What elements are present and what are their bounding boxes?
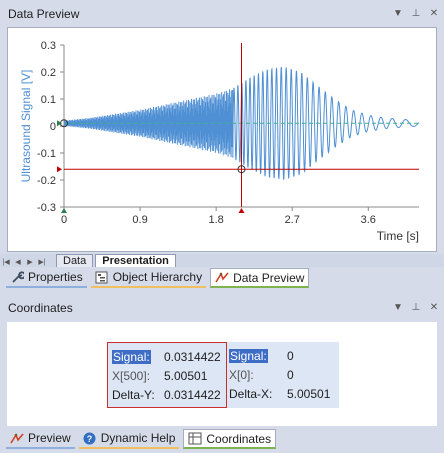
coordinates-header: Coordinates ▼ ⊥ ✕	[0, 296, 444, 320]
delta-x-label: Delta-X:	[229, 387, 273, 401]
tab-coordinates[interactable]: Coordinates	[183, 429, 277, 449]
tab-object-hierarchy[interactable]: Object Hierarchy	[90, 268, 207, 288]
y-tick-label: 0	[50, 121, 56, 133]
tab-properties-label: Properties	[28, 270, 83, 284]
reference-x-marker	[61, 208, 67, 213]
cursor-signal-label: Signal:	[112, 350, 151, 364]
hierarchy-icon	[95, 270, 109, 284]
close-icon[interactable]: ✕	[429, 301, 439, 313]
tab-preview-label: Preview	[28, 431, 71, 445]
ref-signal-label: Signal:	[229, 349, 268, 363]
delta-x-value: 5.00501	[287, 387, 331, 401]
x-axis-label: Time [s]	[377, 229, 419, 243]
x-tick-label: 0.9	[132, 214, 147, 226]
cursor-marker	[237, 165, 246, 174]
dropdown-icon[interactable]: ▼	[393, 7, 403, 19]
reference-coordinates: Signal: 0 X[0]: 0 Delta-X: 5.00501	[225, 342, 339, 408]
y-tick-label: -0.1	[37, 148, 56, 160]
next-sheet-icon[interactable]: ▶	[27, 258, 33, 266]
sheet-tab-bar: |◀ ◀ ▶ ▶| Data Presentation	[0, 254, 444, 268]
tab-preview[interactable]: Preview	[6, 429, 75, 449]
tab-coordinates-label: Coordinates	[206, 431, 272, 446]
y-tick-label: -0.2	[37, 175, 56, 187]
bottom-tab-strip: Preview ? Dynamic Help Coordinates	[0, 428, 444, 450]
tab-dynamic-help-label: Dynamic Help	[100, 431, 176, 445]
help-icon: ?	[83, 431, 97, 445]
delta-y-label: Delta-Y:	[112, 388, 155, 402]
x-tick-label: 1.8	[208, 214, 223, 226]
tab-object-hierarchy-label: Object Hierarchy	[112, 270, 203, 284]
dropdown-icon[interactable]: ▼	[393, 301, 403, 313]
first-sheet-icon[interactable]: |◀	[2, 258, 10, 266]
y-tick-label: 0.2	[41, 67, 56, 79]
tab-dynamic-help[interactable]: ? Dynamic Help	[78, 429, 180, 449]
pin-icon[interactable]: ⊥	[411, 7, 421, 19]
cursor-coordinates: Signal: 0.0314422 X[500]: 5.00501 Delta-Y:…	[107, 342, 227, 408]
last-sheet-icon[interactable]: ▶|	[38, 258, 46, 266]
tab-data-preview[interactable]: Data Preview	[210, 268, 310, 288]
plot-area[interactable]: 0.3 0.2 0.1 0 -0.1 -0.2 -0.3 0 0.9 1.8 2.7 3.6 Time …	[7, 27, 437, 252]
sheet-tab-presentation[interactable]: Presentation	[95, 254, 176, 268]
pin-icon[interactable]: ⊥	[411, 301, 421, 313]
preview-icon	[10, 431, 24, 445]
coordinates-title: Coordinates	[8, 301, 73, 315]
data-preview-header: Data Preview ▼ ⊥ ✕	[0, 2, 444, 26]
top-tab-strip: Properties Object Hierarchy Data Preview	[0, 267, 444, 289]
y-tick-label: -0.3	[37, 202, 56, 214]
ref-x-label: X[0]:	[229, 368, 254, 382]
cursor-x-value: 5.00501	[164, 369, 208, 383]
x-tick-label: 3.6	[361, 214, 376, 226]
prev-sheet-icon[interactable]: ◀	[15, 258, 21, 266]
close-icon[interactable]: ✕	[429, 7, 439, 19]
tab-data-preview-label: Data Preview	[233, 270, 305, 285]
preview-icon	[215, 271, 229, 285]
coordinates-panel: Signal: 0 X[0]: 0 Delta-X: 5.00501 Signal: 0…	[7, 322, 437, 426]
signal-chart[interactable]: 0.3 0.2 0.1 0 -0.1 -0.2 -0.3 0 0.9 1.8 2.7 3.6Time …	[8, 28, 436, 251]
cursor-signal-value: 0.0314422	[164, 350, 221, 364]
sheet-tab-data[interactable]: Data	[56, 254, 94, 268]
x-tick-label: 2.7	[285, 214, 300, 226]
ref-x-value: 0	[287, 368, 294, 382]
y-tick-label: 0.3	[41, 40, 56, 52]
x-tick-label: 0	[61, 214, 67, 226]
coordinates-icon	[188, 432, 202, 446]
ref-signal-value: 0	[287, 349, 294, 363]
y-axis-label: Ultrasound Signal [V]	[19, 70, 33, 183]
svg-text:?: ?	[87, 434, 93, 444]
cursor-x-marker	[238, 208, 245, 213]
reference-y-marker	[57, 120, 62, 127]
tab-properties[interactable]: Properties	[6, 268, 87, 288]
delta-y-value: 0.0314422	[164, 388, 221, 402]
cursor-y-marker	[57, 166, 62, 173]
wrench-icon	[10, 270, 24, 284]
cursor-x-label: X[500]:	[112, 369, 151, 383]
data-preview-title: Data Preview	[8, 7, 80, 21]
y-tick-label: 0.1	[41, 94, 56, 106]
